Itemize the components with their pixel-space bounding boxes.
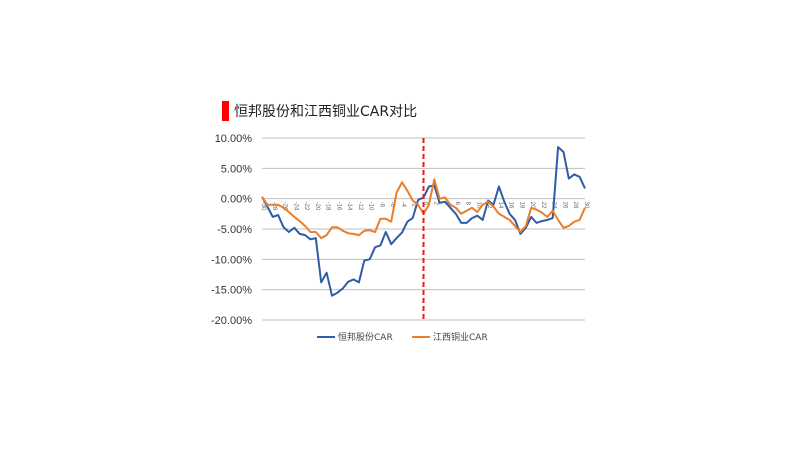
x-tick-label: -20: [314, 202, 320, 211]
x-tick-label: 26: [561, 202, 567, 209]
y-tick-label: 5.00%: [221, 163, 252, 175]
x-tick-label: -16: [335, 202, 341, 211]
legend-label: 恒邦股份CAR: [338, 331, 393, 343]
x-tick-label: -28: [271, 202, 277, 211]
y-tick-label: 10.00%: [215, 133, 253, 145]
x-tick-label: -14: [346, 202, 352, 211]
x-tick-label: 12: [486, 202, 492, 209]
x-tick-label: 2: [432, 202, 438, 206]
title-accent-bar: [222, 101, 229, 121]
x-tick-label: 10: [475, 202, 481, 209]
chart-title-block: 恒邦股份和江西铜业CAR对比: [222, 101, 417, 121]
x-tick-label: -24: [292, 202, 298, 211]
x-tick-label: 8: [465, 202, 471, 206]
x-tick-label: -22: [303, 202, 309, 211]
x-tick-label: -30: [260, 202, 266, 211]
y-tick-label: -10.00%: [211, 254, 252, 266]
y-tick-label: 0.00%: [221, 194, 252, 206]
x-tick-label: 16: [508, 202, 514, 209]
x-tick-label: -4: [400, 202, 406, 208]
x-tick-label: -12: [357, 202, 363, 211]
x-tick-label: 18: [518, 202, 524, 209]
x-tick-label: -18: [325, 202, 331, 211]
x-tick-label: -26: [282, 202, 288, 211]
x-tick-label: -2: [411, 202, 417, 208]
y-axis-ticks: 10.00% 5.00% 0.00% -5.00% -10.00% -15.00% -20.…: [211, 133, 252, 327]
x-tick-label: -10: [368, 202, 374, 211]
y-tick-label: -15.00%: [211, 285, 252, 297]
legend-label: 江西铜业CAR: [433, 331, 488, 343]
x-tick-label: 14: [497, 202, 503, 209]
x-tick-label: 20: [529, 202, 535, 209]
x-tick-label: 22: [540, 202, 546, 209]
x-tick-label: -8: [378, 202, 384, 208]
x-tick-label: 6: [454, 202, 460, 206]
y-tick-label: -20.00%: [211, 315, 252, 327]
x-tick-label: -6: [389, 202, 395, 208]
x-tick-label: 30: [583, 202, 589, 209]
x-tick-label: 28: [572, 202, 578, 209]
y-tick-label: -5.00%: [217, 224, 252, 236]
chart-title: 恒邦股份和江西铜业CAR对比: [234, 104, 418, 120]
legend: 恒邦股份CAR 江西铜业CAR: [317, 331, 488, 343]
